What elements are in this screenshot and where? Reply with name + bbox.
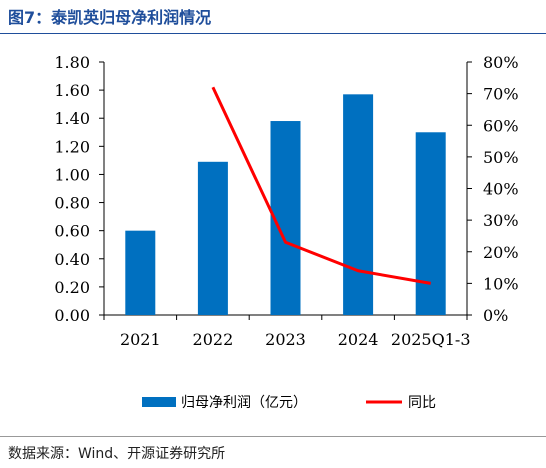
- y-tick-labels: 0.00 0.20 0.40 0.60 0.80 1.00 1.20 1.40 1.60 1.80: [54, 53, 90, 325]
- x-tick-label: 2023: [265, 330, 306, 349]
- legend-line-label: 同比: [408, 395, 436, 411]
- figure-title: 图7：泰凯英归母净利润情况: [8, 8, 212, 27]
- y2-tick-label: 60%: [483, 116, 519, 135]
- bar-2025Q1-3: [415, 132, 446, 315]
- y2-tick-label: 70%: [483, 85, 519, 104]
- x-tick-label: 2021: [120, 330, 161, 349]
- source-note: 数据来源：Wind、开源证券研究所: [8, 446, 226, 462]
- bar-series: [125, 94, 446, 316]
- legend: 归母净利润（亿元） 同比: [142, 394, 436, 411]
- y-tick-label: 0.40: [54, 250, 90, 269]
- legend-bar-label: 归母净利润（亿元）: [181, 394, 307, 411]
- y-tick-label: 1.60: [54, 81, 90, 100]
- y2-tick-label: 20%: [483, 243, 519, 262]
- y-tick-label: 0.80: [54, 194, 90, 213]
- source-rule: [0, 436, 546, 437]
- y2-tick-label: 40%: [483, 180, 519, 199]
- x-tick-labels: 2021 2022 2023 2024 2025Q1-3: [120, 330, 471, 349]
- y-tick-label: 0.20: [54, 278, 90, 297]
- y2-tick-label: 50%: [483, 148, 519, 167]
- y2-tick-labels: 0% 10% 20% 30% 40% 50% 60% 70% 80%: [483, 53, 519, 325]
- y-tick-label: 1.40: [54, 109, 90, 128]
- y-tick-label: 0.00: [54, 306, 90, 325]
- y-tick-label: 0.60: [54, 222, 90, 241]
- y2-tick-label: 80%: [483, 53, 519, 72]
- y-tick-label: 1.00: [54, 165, 90, 184]
- y-tick-label: 1.80: [54, 53, 90, 72]
- y2-tick-label: 10%: [483, 274, 519, 293]
- y-tick-label: 1.20: [54, 137, 90, 156]
- y2-tick-label: 30%: [483, 211, 519, 230]
- y2-tick-label: 0%: [483, 306, 508, 325]
- bar-2024: [343, 94, 374, 315]
- bar-2021: [125, 230, 156, 315]
- bar-2022: [197, 161, 228, 315]
- title-rule: [0, 33, 546, 34]
- x-tick-label: 2022: [193, 330, 234, 349]
- x-tick-label: 2025Q1-3: [391, 330, 471, 349]
- line-series: [211, 86, 431, 285]
- legend-bar-swatch: [142, 397, 176, 407]
- line-同比: [211, 86, 431, 285]
- x-tick-label: 2024: [338, 330, 379, 349]
